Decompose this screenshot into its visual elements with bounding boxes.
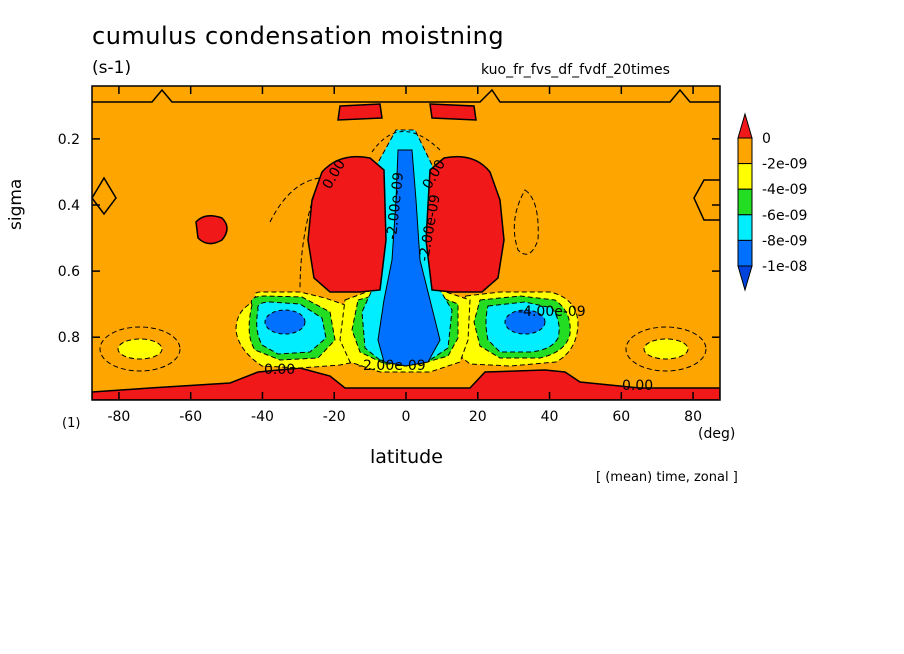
- y-tick-label: 0.4: [58, 198, 80, 214]
- right-dashed-contour: [513, 189, 539, 255]
- x-axis-label: latitude: [370, 446, 443, 468]
- y-axis-unit: (1): [62, 416, 81, 431]
- left-blue-core: [264, 309, 306, 335]
- left-edge-diamond: [92, 176, 117, 216]
- colorbar-segment: [737, 137, 753, 165]
- y-tick-label: 0.2: [58, 132, 80, 148]
- colorbar-label: -1e-08: [762, 259, 807, 275]
- x-tick-label: 20: [469, 409, 487, 425]
- left-red-lobe: [307, 155, 387, 293]
- y-axis: 0.2 0.4 0.6 0.8: [58, 132, 720, 346]
- x-tick-label: -80: [107, 409, 130, 425]
- colorbar-label: -6e-09: [762, 208, 807, 224]
- right-edge-contour: [693, 179, 720, 221]
- y-tick-label: 0.6: [58, 264, 80, 280]
- x-tick-label: -20: [323, 409, 346, 425]
- top-left-red-blob: [337, 103, 383, 121]
- chart-title: cumulus condensation moistning: [92, 22, 505, 50]
- contour-field: 0.00 0.00 0.00 0.00 -2.00e-09 -2.00e-09 …: [92, 86, 720, 400]
- x-tick-label: -60: [179, 409, 202, 425]
- far-right-yellow-blob: [643, 338, 689, 360]
- surface-positive-band: [92, 367, 720, 400]
- averaging-note: [ (mean) time, zonal ]: [596, 470, 738, 485]
- x-tick-label: 0: [402, 409, 411, 425]
- colorbar-segment: [737, 188, 753, 216]
- right-blue-core: [504, 309, 546, 335]
- center-blue-column: [377, 149, 441, 367]
- colorbar-segment: [737, 239, 753, 267]
- x-axis: -80 -60 -40 -20 0 20 40 60 80: [107, 86, 702, 425]
- contour-label: -4.00e-09: [518, 304, 586, 320]
- x-tick-label: 60: [612, 409, 630, 425]
- colorbar-label: -8e-09: [762, 233, 807, 249]
- colorbar-top-arrow: [737, 112, 753, 139]
- right-red-lobe: [425, 155, 505, 293]
- x-tick-label: 40: [541, 409, 559, 425]
- top-right-red-blob: [429, 103, 477, 121]
- colorbar-label: -4e-09: [762, 182, 807, 198]
- x-tick-label: -40: [251, 409, 274, 425]
- contour-label: 0.00: [622, 378, 653, 394]
- colorbar-segment: [737, 163, 753, 190]
- far-left-dashed-ring: [99, 326, 181, 372]
- colorbar-bottom-arrow: [737, 265, 753, 292]
- chart-units: (s-1): [92, 58, 132, 78]
- chart-subtitle: kuo_fr_fvs_df_fvdf_20times: [481, 62, 670, 78]
- contour-label: -2.00e-09: [358, 358, 426, 374]
- contour-label: 0.00: [264, 362, 295, 378]
- colorbar-label: 0: [762, 131, 771, 147]
- y-tick-label: 0.8: [58, 330, 80, 346]
- left-small-red-blob: [195, 215, 228, 245]
- colorbar: 0 -2e-09 -4e-09 -6e-09 -8e-09 -1e-08: [737, 112, 807, 292]
- colorbar-segment: [737, 214, 753, 241]
- left-dashed-contour: [269, 177, 321, 291]
- x-tick-label: 80: [684, 409, 702, 425]
- colorbar-label: -2e-09: [762, 157, 807, 173]
- contour-label: -2.00e-09: [384, 171, 407, 240]
- far-right-dashed-ring: [625, 326, 707, 372]
- far-left-yellow-blob: [117, 338, 163, 360]
- top-dashed-arc: [371, 131, 441, 153]
- top-zero-contour: [92, 88, 720, 103]
- x-axis-unit: (deg): [698, 426, 736, 442]
